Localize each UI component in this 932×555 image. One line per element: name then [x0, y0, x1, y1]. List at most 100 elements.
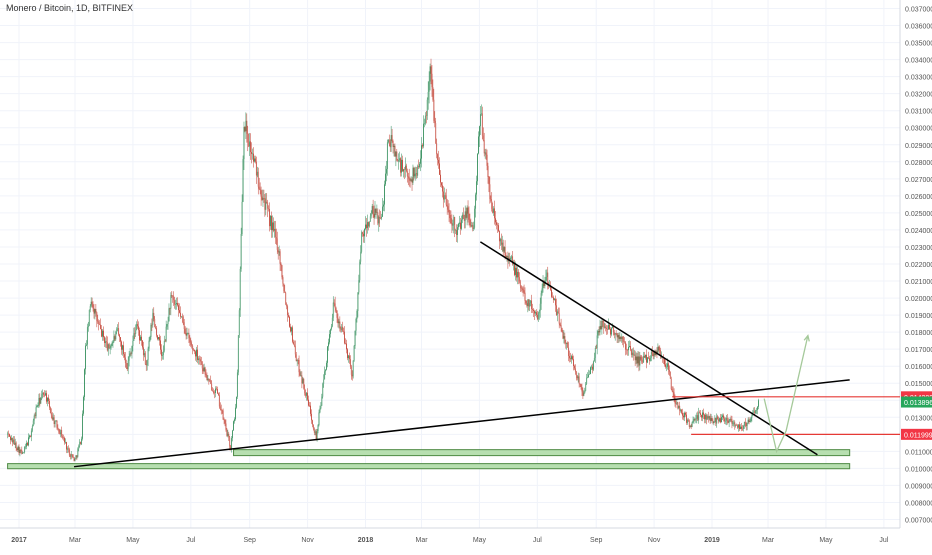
candle-body: [618, 335, 620, 339]
candle-body: [51, 415, 53, 420]
candle-body: [591, 366, 592, 368]
candle-body: [376, 212, 378, 213]
candle-body: [127, 360, 129, 370]
candle-body: [499, 238, 501, 242]
candle-body: [517, 271, 518, 278]
candle-body: [411, 179, 413, 183]
x-tick-label: Jul: [879, 537, 888, 544]
candle-body: [626, 349, 627, 351]
candle-body: [96, 312, 98, 322]
x-tick-label: May: [819, 537, 833, 544]
candle-body: [169, 308, 171, 309]
candle-body: [279, 251, 281, 264]
candle-body: [8, 433, 9, 435]
candle-body: [299, 372, 301, 376]
candle-body: [94, 308, 96, 314]
candle-body: [132, 340, 134, 347]
candle-body: [723, 418, 725, 422]
candle-body: [422, 145, 423, 147]
candle-body: [404, 169, 405, 170]
candle-body: [678, 405, 680, 409]
candle-body: [677, 402, 679, 409]
candle-body: [140, 336, 141, 341]
support-zone[interactable]: [233, 449, 851, 457]
candle-body: [732, 423, 734, 425]
candle-body: [195, 351, 196, 357]
candle-body: [73, 457, 75, 461]
candle-body: [340, 328, 342, 330]
candle-body: [659, 349, 661, 354]
candle-body: [589, 374, 590, 375]
y-tick-label: 0.015000: [905, 381, 932, 388]
candle-body: [74, 458, 76, 461]
candle-body: [490, 199, 492, 201]
candle-body: [581, 387, 583, 392]
candle-body: [142, 340, 143, 348]
candle-body: [359, 261, 361, 281]
x-tick-label: Mar: [415, 537, 428, 544]
candle-body: [629, 345, 630, 347]
candle-body: [118, 328, 120, 335]
candle-body: [467, 207, 469, 214]
candle-body: [327, 346, 328, 363]
candle-body: [46, 393, 47, 402]
candle-body: [405, 165, 407, 172]
candle-body: [633, 354, 635, 356]
candle-body: [571, 356, 572, 360]
candle-body: [273, 222, 274, 231]
candle-body: [284, 291, 286, 293]
candle-body: [298, 360, 300, 373]
candle-body: [321, 396, 323, 406]
candle-body: [173, 296, 175, 301]
candle-body: [664, 358, 665, 365]
candle-body: [317, 425, 319, 432]
candle-body: [99, 324, 101, 325]
candle-body: [733, 422, 735, 424]
candle-body: [110, 345, 112, 348]
projection-path[interactable]: [763, 335, 809, 454]
descending-trendline[interactable]: [479, 241, 818, 456]
candle-body: [602, 320, 604, 322]
candle-body: [751, 415, 753, 418]
candle-body: [276, 238, 278, 250]
support-zone[interactable]: [7, 463, 851, 470]
candle-body: [23, 452, 25, 453]
candle-body: [661, 357, 663, 358]
candle-body: [264, 198, 266, 210]
candle-body: [716, 416, 718, 424]
candle-body: [342, 326, 344, 332]
candle-body: [424, 115, 426, 124]
candle-body: [405, 165, 406, 170]
x-tick-label: Nov: [301, 537, 314, 544]
candle-body: [166, 324, 168, 327]
candle-body: [463, 218, 465, 221]
candle-body: [552, 296, 553, 298]
candle-body: [348, 355, 349, 359]
candle-body: [743, 421, 745, 426]
candle-body: [164, 340, 166, 342]
candle-body: [60, 429, 62, 435]
candle-body: [353, 345, 355, 361]
candle-body: [172, 295, 174, 297]
candle-body: [301, 375, 303, 384]
candle-body: [134, 333, 136, 334]
candle-body: [493, 208, 495, 213]
candle-body: [181, 316, 183, 317]
x-tick-label: 2018: [358, 537, 374, 544]
candle-body: [119, 334, 120, 338]
candle-body: [572, 356, 573, 360]
candle-body: [139, 330, 140, 341]
candle-body: [236, 372, 238, 397]
candle-body: [721, 417, 722, 423]
candle-body: [578, 376, 580, 384]
candle-body: [608, 324, 609, 330]
ascending-trendline[interactable]: [73, 379, 850, 468]
candle-body: [708, 416, 710, 419]
candle-body: [744, 421, 746, 424]
candle-body: [555, 305, 557, 315]
candle-body: [686, 414, 687, 423]
candle-body: [70, 454, 72, 457]
candle-body: [32, 420, 34, 427]
candle-body: [735, 424, 737, 426]
